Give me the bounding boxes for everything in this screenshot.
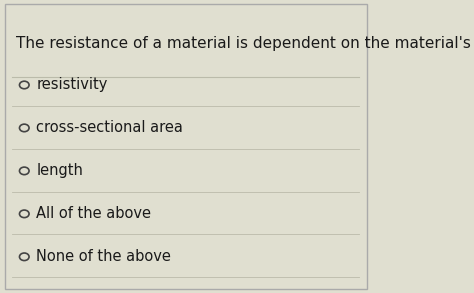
Text: None of the above: None of the above (36, 249, 171, 264)
Text: length: length (36, 163, 83, 178)
Text: The resistance of a material is dependent on the material's: The resistance of a material is dependen… (16, 36, 471, 51)
Text: All of the above: All of the above (36, 206, 152, 221)
Text: cross-sectional area: cross-sectional area (36, 120, 183, 135)
Text: resistivity: resistivity (36, 77, 108, 93)
